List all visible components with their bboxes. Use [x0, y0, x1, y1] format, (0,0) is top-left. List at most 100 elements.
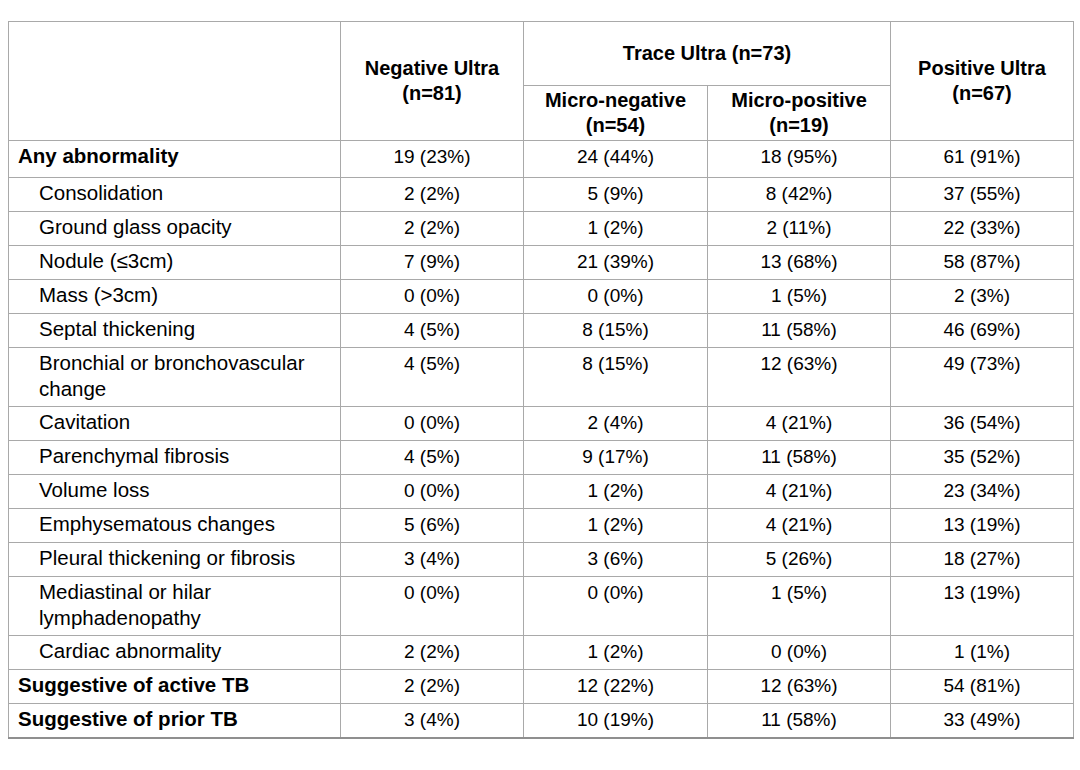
cell-positive: 37 (55%) [891, 178, 1074, 212]
cell-micro-negative: 1 (2%) [524, 212, 708, 246]
cell-negative: 0 (0%) [341, 280, 524, 314]
cell-positive: 22 (33%) [891, 212, 1074, 246]
cell-micro-positive: 8 (42%) [708, 178, 891, 212]
row-label: Suggestive of prior TB [9, 704, 341, 739]
cell-positive: 58 (87%) [891, 246, 1074, 280]
cell-micro-positive: 1 (5%) [708, 280, 891, 314]
row-label: Mediastinal or hilar lymphadenopathy [9, 577, 341, 636]
cell-micro-positive: 11 (58%) [708, 441, 891, 475]
header-trace-ultra-group: Trace Ultra (n=73) [524, 22, 891, 86]
cell-micro-negative: 0 (0%) [524, 577, 708, 636]
row-label: Any abnormality [9, 141, 341, 178]
table-row-suggestive-prior-tb: Suggestive of prior TB 3 (4%) 10 (19%) 1… [9, 704, 1074, 739]
cell-micro-positive: 12 (63%) [708, 670, 891, 704]
cell-micro-positive: 18 (95%) [708, 141, 891, 178]
cell-positive: 2 (3%) [891, 280, 1074, 314]
ct-findings-table: Negative Ultra (n=81) Trace Ultra (n=73)… [8, 21, 1074, 739]
table-row-pleural-thickening: Pleural thickening or fibrosis 3 (4%) 3 … [9, 543, 1074, 577]
cell-micro-negative: 1 (2%) [524, 475, 708, 509]
cell-negative: 3 (4%) [341, 543, 524, 577]
table-row-cavitation: Cavitation 0 (0%) 2 (4%) 4 (21%) 36 (54%… [9, 407, 1074, 441]
cell-negative: 0 (0%) [341, 407, 524, 441]
header-micro-positive: Micro-positive (n=19) [708, 86, 891, 141]
cell-negative: 3 (4%) [341, 704, 524, 739]
cell-micro-negative: 21 (39%) [524, 246, 708, 280]
row-label: Ground glass opacity [9, 212, 341, 246]
cell-micro-negative: 24 (44%) [524, 141, 708, 178]
cell-negative: 2 (2%) [341, 670, 524, 704]
cell-negative: 2 (2%) [341, 212, 524, 246]
row-label: Septal thickening [9, 314, 341, 348]
cell-micro-negative: 12 (22%) [524, 670, 708, 704]
table-row-any-abnormality: Any abnormality 19 (23%) 24 (44%) 18 (95… [9, 141, 1074, 178]
header-micro-negative: Micro-negative (n=54) [524, 86, 708, 141]
cell-micro-positive: 4 (21%) [708, 407, 891, 441]
table-row-lymphadenopathy: Mediastinal or hilar lymphadenopathy 0 (… [9, 577, 1074, 636]
cell-negative: 0 (0%) [341, 577, 524, 636]
row-label: Volume loss [9, 475, 341, 509]
cell-micro-negative: 1 (2%) [524, 636, 708, 670]
cell-micro-positive: 11 (58%) [708, 314, 891, 348]
row-label: Consolidation [9, 178, 341, 212]
cell-negative: 2 (2%) [341, 636, 524, 670]
cell-micro-negative: 1 (2%) [524, 509, 708, 543]
header-row-top: Negative Ultra (n=81) Trace Ultra (n=73)… [9, 22, 1074, 86]
page: Negative Ultra (n=81) Trace Ultra (n=73)… [0, 0, 1080, 770]
cell-negative: 2 (2%) [341, 178, 524, 212]
row-label: Parenchymal fibrosis [9, 441, 341, 475]
cell-negative: 4 (5%) [341, 348, 524, 407]
table-row-consolidation: Consolidation 2 (2%) 5 (9%) 8 (42%) 37 (… [9, 178, 1074, 212]
cell-positive: 61 (91%) [891, 141, 1074, 178]
table-row-cardiac-abnormality: Cardiac abnormality 2 (2%) 1 (2%) 0 (0%)… [9, 636, 1074, 670]
cell-micro-negative: 10 (19%) [524, 704, 708, 739]
header-positive-ultra: Positive Ultra (n=67) [891, 22, 1074, 141]
table-row-ground-glass-opacity: Ground glass opacity 2 (2%) 1 (2%) 2 (11… [9, 212, 1074, 246]
row-label: Suggestive of active TB [9, 670, 341, 704]
cell-positive: 13 (19%) [891, 509, 1074, 543]
cell-micro-negative: 9 (17%) [524, 441, 708, 475]
row-label: Emphysematous changes [9, 509, 341, 543]
cell-positive: 23 (34%) [891, 475, 1074, 509]
cell-micro-positive: 0 (0%) [708, 636, 891, 670]
table-row-bronchial-change: Bronchial or bronchovascular change 4 (5… [9, 348, 1074, 407]
cell-negative: 4 (5%) [341, 314, 524, 348]
cell-negative: 4 (5%) [341, 441, 524, 475]
cell-micro-positive: 11 (58%) [708, 704, 891, 739]
cell-positive: 36 (54%) [891, 407, 1074, 441]
cell-micro-negative: 8 (15%) [524, 314, 708, 348]
cell-positive: 46 (69%) [891, 314, 1074, 348]
cell-negative: 5 (6%) [341, 509, 524, 543]
row-label: Pleural thickening or fibrosis [9, 543, 341, 577]
cell-negative: 7 (9%) [341, 246, 524, 280]
row-label: Bronchial or bronchovascular change [9, 348, 341, 407]
row-label: Mass (>3cm) [9, 280, 341, 314]
header-blank-cell [9, 22, 341, 141]
cell-micro-positive: 2 (11%) [708, 212, 891, 246]
cell-micro-negative: 0 (0%) [524, 280, 708, 314]
cell-positive: 18 (27%) [891, 543, 1074, 577]
cell-negative: 0 (0%) [341, 475, 524, 509]
cell-positive: 13 (19%) [891, 577, 1074, 636]
table-row-septal-thickening: Septal thickening 4 (5%) 8 (15%) 11 (58%… [9, 314, 1074, 348]
cell-positive: 33 (49%) [891, 704, 1074, 739]
cell-micro-positive: 1 (5%) [708, 577, 891, 636]
header-negative-ultra: Negative Ultra (n=81) [341, 22, 524, 141]
cell-micro-negative: 3 (6%) [524, 543, 708, 577]
cell-micro-negative: 5 (9%) [524, 178, 708, 212]
cell-positive: 49 (73%) [891, 348, 1074, 407]
row-label: Cavitation [9, 407, 341, 441]
cell-negative: 19 (23%) [341, 141, 524, 178]
cell-micro-positive: 12 (63%) [708, 348, 891, 407]
cell-micro-positive: 4 (21%) [708, 475, 891, 509]
table-row-mass: Mass (>3cm) 0 (0%) 0 (0%) 1 (5%) 2 (3%) [9, 280, 1074, 314]
cell-micro-negative: 8 (15%) [524, 348, 708, 407]
table-row-parenchymal-fibrosis: Parenchymal fibrosis 4 (5%) 9 (17%) 11 (… [9, 441, 1074, 475]
table-row-suggestive-active-tb: Suggestive of active TB 2 (2%) 12 (22%) … [9, 670, 1074, 704]
table-row-nodule: Nodule (≤3cm) 7 (9%) 21 (39%) 13 (68%) 5… [9, 246, 1074, 280]
cell-positive: 54 (81%) [891, 670, 1074, 704]
table-row-volume-loss: Volume loss 0 (0%) 1 (2%) 4 (21%) 23 (34… [9, 475, 1074, 509]
row-label: Cardiac abnormality [9, 636, 341, 670]
cell-micro-positive: 13 (68%) [708, 246, 891, 280]
cell-positive: 1 (1%) [891, 636, 1074, 670]
cell-micro-positive: 4 (21%) [708, 509, 891, 543]
